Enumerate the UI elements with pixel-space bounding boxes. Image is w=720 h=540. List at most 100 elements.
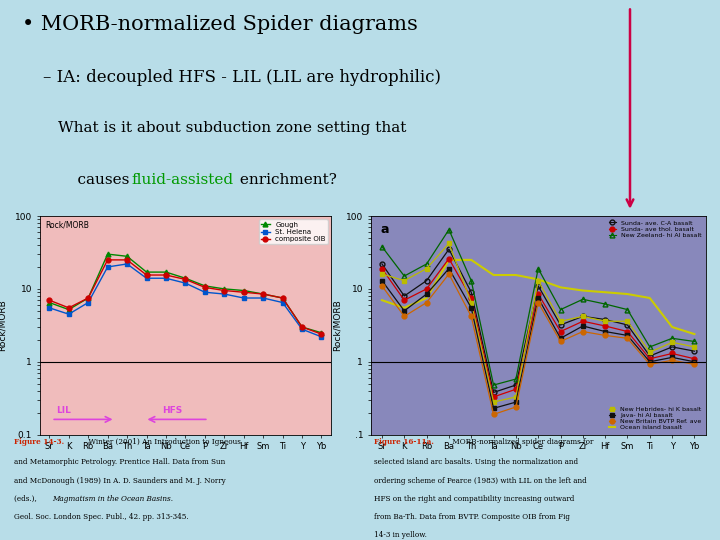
Sunda- ave thol. basalt — [601, 323, 610, 329]
New Britain BVTP Ref. ave — [400, 313, 409, 320]
Ocean island basalt — [601, 289, 610, 295]
Sunda- ave. C-A basalt — [601, 316, 610, 323]
Sunda- ave thol. basalt — [378, 265, 387, 272]
Line: Sunda- ave thol. basalt: Sunda- ave thol. basalt — [379, 256, 697, 400]
Line: Java- hi Al basalt: Java- hi Al basalt — [379, 266, 697, 411]
Sunda- ave thol. basalt — [646, 355, 654, 362]
Line: New Hebrides- hi K basalt: New Hebrides- hi K basalt — [379, 241, 697, 404]
New Britain BVTP Ref. ave — [601, 332, 610, 339]
composite OIB — [220, 287, 229, 294]
New Zeeland- hi Al basalt — [556, 306, 564, 313]
Sunda- ave thol. basalt — [490, 394, 498, 400]
New Zeeland- hi Al basalt — [378, 244, 387, 250]
Text: What is it about subduction zone setting that: What is it about subduction zone setting… — [58, 121, 406, 135]
Java- hi Al basalt — [534, 295, 543, 301]
Java- hi Al basalt — [445, 265, 454, 272]
Text: Rock/MORB: Rock/MORB — [45, 220, 89, 230]
composite OIB — [84, 295, 92, 301]
Sunda- ave. C-A basalt — [445, 246, 454, 253]
Text: and McDonough (1989) In A. D. Saunders and M. J. Norry: and McDonough (1989) In A. D. Saunders a… — [14, 477, 226, 485]
Gough — [259, 291, 268, 298]
New Zeeland- hi Al basalt — [467, 278, 476, 284]
Line: Gough: Gough — [47, 252, 324, 335]
Ocean island basalt — [445, 256, 454, 263]
Gough — [122, 253, 131, 260]
New Britain BVTP Ref. ave — [624, 335, 632, 342]
Ocean island basalt — [646, 295, 654, 301]
composite OIB — [298, 324, 307, 330]
Sunda- ave. C-A basalt — [579, 313, 588, 320]
composite OIB — [200, 284, 209, 291]
Text: from Ba-Th. Data from BVTP. Composite OIB from Fig: from Ba-Th. Data from BVTP. Composite OI… — [374, 512, 570, 521]
Java- hi Al basalt — [601, 328, 610, 335]
Ocean island basalt — [690, 331, 699, 338]
Ocean island basalt — [668, 324, 677, 330]
Text: • MORB-normalized Spider diagrams: • MORB-normalized Spider diagrams — [22, 15, 418, 34]
St. Helena — [64, 311, 73, 318]
composite OIB — [259, 291, 268, 298]
New Zeeland- hi Al basalt — [534, 265, 543, 272]
Sunda- ave. C-A basalt — [512, 382, 521, 388]
New Hebrides- hi K basalt — [512, 394, 521, 400]
New Zeeland- hi Al basalt — [512, 376, 521, 382]
New Zeeland- hi Al basalt — [668, 335, 677, 342]
composite OIB — [122, 256, 131, 263]
Ocean island basalt — [422, 295, 431, 301]
Text: causes: causes — [58, 173, 134, 187]
New Britain BVTP Ref. ave — [646, 361, 654, 368]
New Hebrides- hi K basalt — [378, 271, 387, 277]
composite OIB — [181, 276, 189, 282]
Gough — [239, 287, 248, 294]
Sunda- ave. C-A basalt — [646, 353, 654, 359]
New Britain BVTP Ref. ave — [668, 357, 677, 363]
Sunda- ave thol. basalt — [512, 386, 521, 393]
Gough — [84, 295, 92, 301]
Gough — [45, 299, 54, 306]
Gough — [317, 329, 325, 336]
New Britain BVTP Ref. ave — [378, 282, 387, 289]
Java- hi Al basalt — [624, 332, 632, 339]
Text: Figure 14-3.: Figure 14-3. — [14, 438, 65, 446]
Java- hi Al basalt — [690, 359, 699, 365]
Sunda- ave thol. basalt — [690, 355, 699, 362]
New Hebrides- hi K basalt — [534, 278, 543, 284]
St. Helena — [278, 299, 287, 306]
Line: Ocean island basalt: Ocean island basalt — [382, 260, 695, 334]
Sunda- ave thol. basalt — [534, 291, 543, 298]
New Hebrides- hi K basalt — [646, 349, 654, 355]
Text: HFS on the right and compatibility increasing outward: HFS on the right and compatibility incre… — [374, 495, 575, 503]
New Britain BVTP Ref. ave — [690, 361, 699, 368]
Gough — [278, 295, 287, 301]
New Britain BVTP Ref. ave — [556, 338, 564, 345]
Java- hi Al basalt — [512, 399, 521, 406]
New Hebrides- hi K basalt — [556, 318, 564, 325]
Text: Geol. Soc. London Spec. Publ., 42. pp. 313-345.: Geol. Soc. London Spec. Publ., 42. pp. 3… — [14, 512, 189, 521]
Sunda- ave. C-A basalt — [668, 343, 677, 350]
New Britain BVTP Ref. ave — [422, 299, 431, 306]
Sunda- ave thol. basalt — [579, 318, 588, 325]
composite OIB — [45, 297, 54, 303]
New Zeeland- hi Al basalt — [601, 301, 610, 307]
New Hebrides- hi K basalt — [601, 318, 610, 325]
Sunda- ave. C-A basalt — [690, 348, 699, 354]
Java- hi Al basalt — [668, 354, 677, 361]
Gough — [200, 282, 209, 289]
Text: ordering scheme of Pearce (1983) with LIL on the left and: ordering scheme of Pearce (1983) with LI… — [374, 477, 587, 485]
Gough — [220, 286, 229, 292]
composite OIB — [161, 272, 170, 278]
Legend: New Hebrides- hi K basalt, Java- hi Al basalt, New Britain BVTP Ref. ave, Ocean : New Hebrides- hi K basalt, Java- hi Al b… — [608, 406, 703, 431]
St. Helena — [181, 280, 189, 286]
Gough — [64, 306, 73, 313]
Text: a: a — [381, 222, 390, 235]
Gough — [142, 269, 151, 275]
New Zeeland- hi Al basalt — [400, 273, 409, 279]
New Zeeland- hi Al basalt — [445, 226, 454, 233]
Text: Winter (2001) An Introduction to Igneous: Winter (2001) An Introduction to Igneous — [84, 438, 241, 446]
Line: St. Helena: St. Helena — [47, 261, 324, 339]
Text: Rock/MORB: Rock/MORB — [0, 300, 6, 351]
Sunda- ave. C-A basalt — [378, 261, 387, 267]
Sunda- ave thol. basalt — [422, 286, 431, 292]
St. Helena — [122, 261, 131, 267]
New Zeeland- hi Al basalt — [579, 296, 588, 302]
New Zeeland- hi Al basalt — [690, 338, 699, 345]
